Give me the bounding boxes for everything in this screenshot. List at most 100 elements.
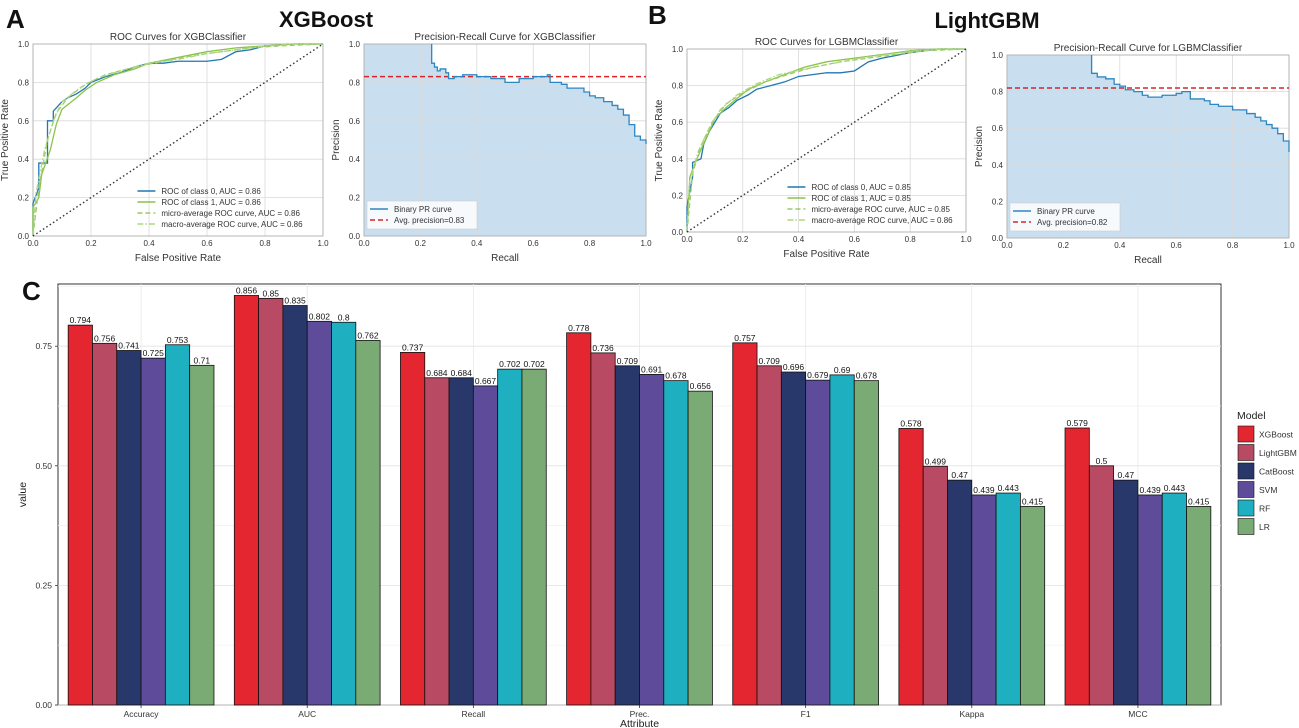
bar-value-label: 0.578 (900, 418, 922, 428)
bar (258, 297, 284, 706)
y-tick-label: 0.25 (35, 580, 52, 590)
panel-letter-c: C (22, 276, 41, 306)
legend: Binary PR curve Avg. precision=0.82 (1009, 202, 1121, 232)
bar (732, 342, 758, 706)
series-line (431, 44, 647, 144)
bar-value-label: 0.656 (690, 381, 712, 391)
x-tick-label: 0.2 (415, 239, 427, 248)
bar-value-label: 0.5 (1096, 456, 1108, 466)
x-tick-label: Recall (462, 709, 486, 719)
legend-label: macro-average ROC curve, AUC = 0.86 (811, 216, 953, 225)
x-tick-label: Kappa (959, 709, 984, 719)
panel-letter-b: B (648, 0, 667, 30)
lgbm_roc-panel: 0.0 0.2 0.4 0.6 0.8 1.0 0.0 0.2 0.4 0.6 0.8 1.0 ROC … (654, 37, 972, 260)
bar (355, 340, 381, 706)
xgboost-heading: XGBoost (279, 7, 374, 32)
series-line (32, 43, 323, 236)
plot-frame (686, 48, 967, 233)
x-tick-label: 0.0 (681, 235, 693, 244)
legend-label: Binary PR curve (1037, 207, 1095, 216)
x-axis-label: Recall (1134, 255, 1162, 266)
bar-value-label: 0.794 (70, 315, 92, 325)
y-tick-label: 0.0 (18, 232, 30, 241)
bar-value-label: 0.579 (1067, 418, 1089, 428)
x-tick-label: 0.2 (737, 235, 749, 244)
legend-swatch (1237, 444, 1255, 461)
plot-title: Precision-Recall Curve for LGBMClassifie… (1054, 43, 1243, 54)
xgb_roc-panel: 0.0 0.2 0.4 0.6 0.8 1.0 0.0 0.2 0.4 0.6 0.8 1.0 ROC … (0, 32, 329, 264)
legend-label: Avg. precision=0.82 (1037, 218, 1108, 227)
legend-box (1009, 202, 1121, 232)
y-tick-label: 0.6 (992, 124, 1004, 133)
y-tick-label: 0.6 (672, 118, 684, 127)
legend-swatch (1237, 425, 1255, 443)
x-tick-label: 0.8 (1227, 241, 1239, 250)
bar-value-label: 0.678 (665, 371, 687, 381)
legend-title: Model (1237, 410, 1266, 422)
plot-title: ROC Curves for XGBClassifier (110, 32, 247, 43)
bar (164, 344, 191, 706)
bar (67, 324, 93, 706)
y-tick-label: 1.0 (992, 51, 1004, 60)
x-tick-label: 0.2 (85, 239, 97, 248)
series-line (686, 48, 966, 232)
y-tick-label: 1.0 (349, 40, 361, 49)
y-tick-label: 1.0 (672, 45, 684, 54)
plot-title: Precision-Recall Curve for XGBClassifier (414, 32, 596, 43)
x-axis-label: False Positive Rate (783, 249, 870, 260)
legend-label: ROC of class 0, AUC = 0.85 (811, 183, 911, 192)
legend-label: SVM (1259, 485, 1277, 495)
legend-label: ROC of class 1, AUC = 0.85 (811, 194, 911, 203)
bar-value-label: 0.709 (759, 356, 781, 366)
y-tick-label: 0.4 (672, 155, 684, 164)
x-tick-label: 1.0 (960, 235, 972, 244)
x-tick-label: 0.6 (849, 235, 861, 244)
y-axis-label: True Positive Rate (654, 99, 665, 181)
y-tick-label: 0.4 (992, 161, 1004, 170)
bar-value-label: 0.802 (309, 311, 331, 321)
x-tick-label: 0.0 (27, 239, 39, 248)
bar (92, 342, 118, 706)
bar-value-label: 0.835 (284, 296, 306, 306)
bar (282, 305, 308, 706)
legend-box (366, 200, 478, 230)
bar-value-label: 0.439 (973, 485, 995, 495)
x-tick-label: 0.4 (1114, 241, 1126, 250)
x-tick-label: MCC (1128, 709, 1147, 719)
bar (687, 390, 713, 706)
y-tick-label: 0.2 (18, 194, 30, 203)
y-tick-label: 0.4 (349, 155, 361, 164)
bar-value-label: 0.702 (523, 359, 545, 369)
y-axis-label: value (17, 482, 29, 507)
y-tick-label: 0.2 (349, 194, 361, 203)
bar (1019, 506, 1046, 706)
legend-label: LightGBM (1259, 448, 1297, 458)
legend-swatch (1237, 518, 1255, 535)
chance-diagonal (32, 43, 324, 237)
bar (1161, 492, 1187, 706)
bar (1137, 494, 1163, 706)
bar (331, 321, 357, 706)
bar-value-label: 0.679 (807, 370, 829, 380)
bar-value-label: 0.756 (94, 333, 116, 343)
bar-value-label: 0.736 (592, 343, 614, 353)
bar-value-label: 0.684 (451, 368, 473, 378)
bar (756, 365, 782, 706)
bar (922, 465, 948, 706)
legend-label: XGBoost (1259, 430, 1294, 440)
series-line (32, 43, 323, 236)
bar-value-label: 0.725 (143, 348, 165, 358)
bar-value-label: 0.667 (475, 376, 497, 386)
bar (1186, 506, 1212, 706)
bar (233, 295, 260, 706)
x-tick-label: 0.6 (528, 239, 540, 248)
bar (424, 377, 450, 706)
x-tick-label: 1.0 (1283, 241, 1295, 250)
legend-label: Avg. precision=0.83 (394, 216, 465, 225)
bar (1088, 465, 1115, 706)
bar (829, 374, 855, 706)
lgbm_pr-panel: 0.0 0.2 0.4 0.6 0.8 1.0 0.0 0.2 0.4 0.6 0.8 1.0 Prec… (974, 43, 1295, 266)
x-tick-label: 0.0 (358, 239, 370, 248)
bar (1113, 479, 1139, 706)
